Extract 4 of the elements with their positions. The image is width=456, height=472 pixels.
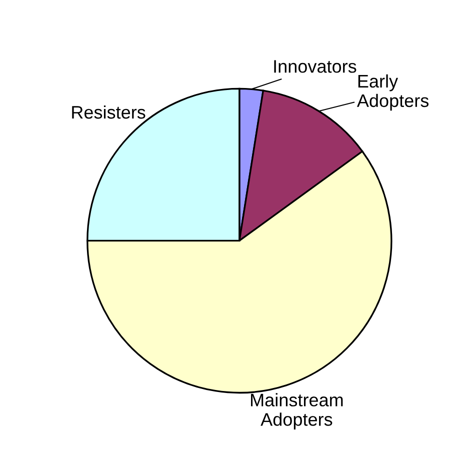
slice-label: Mainstream Adopters [251, 393, 343, 430]
slice-label: Resisters [72, 105, 146, 119]
slice-label: Early Adopters [356, 74, 429, 111]
slice-label: Innovators [274, 60, 356, 73]
